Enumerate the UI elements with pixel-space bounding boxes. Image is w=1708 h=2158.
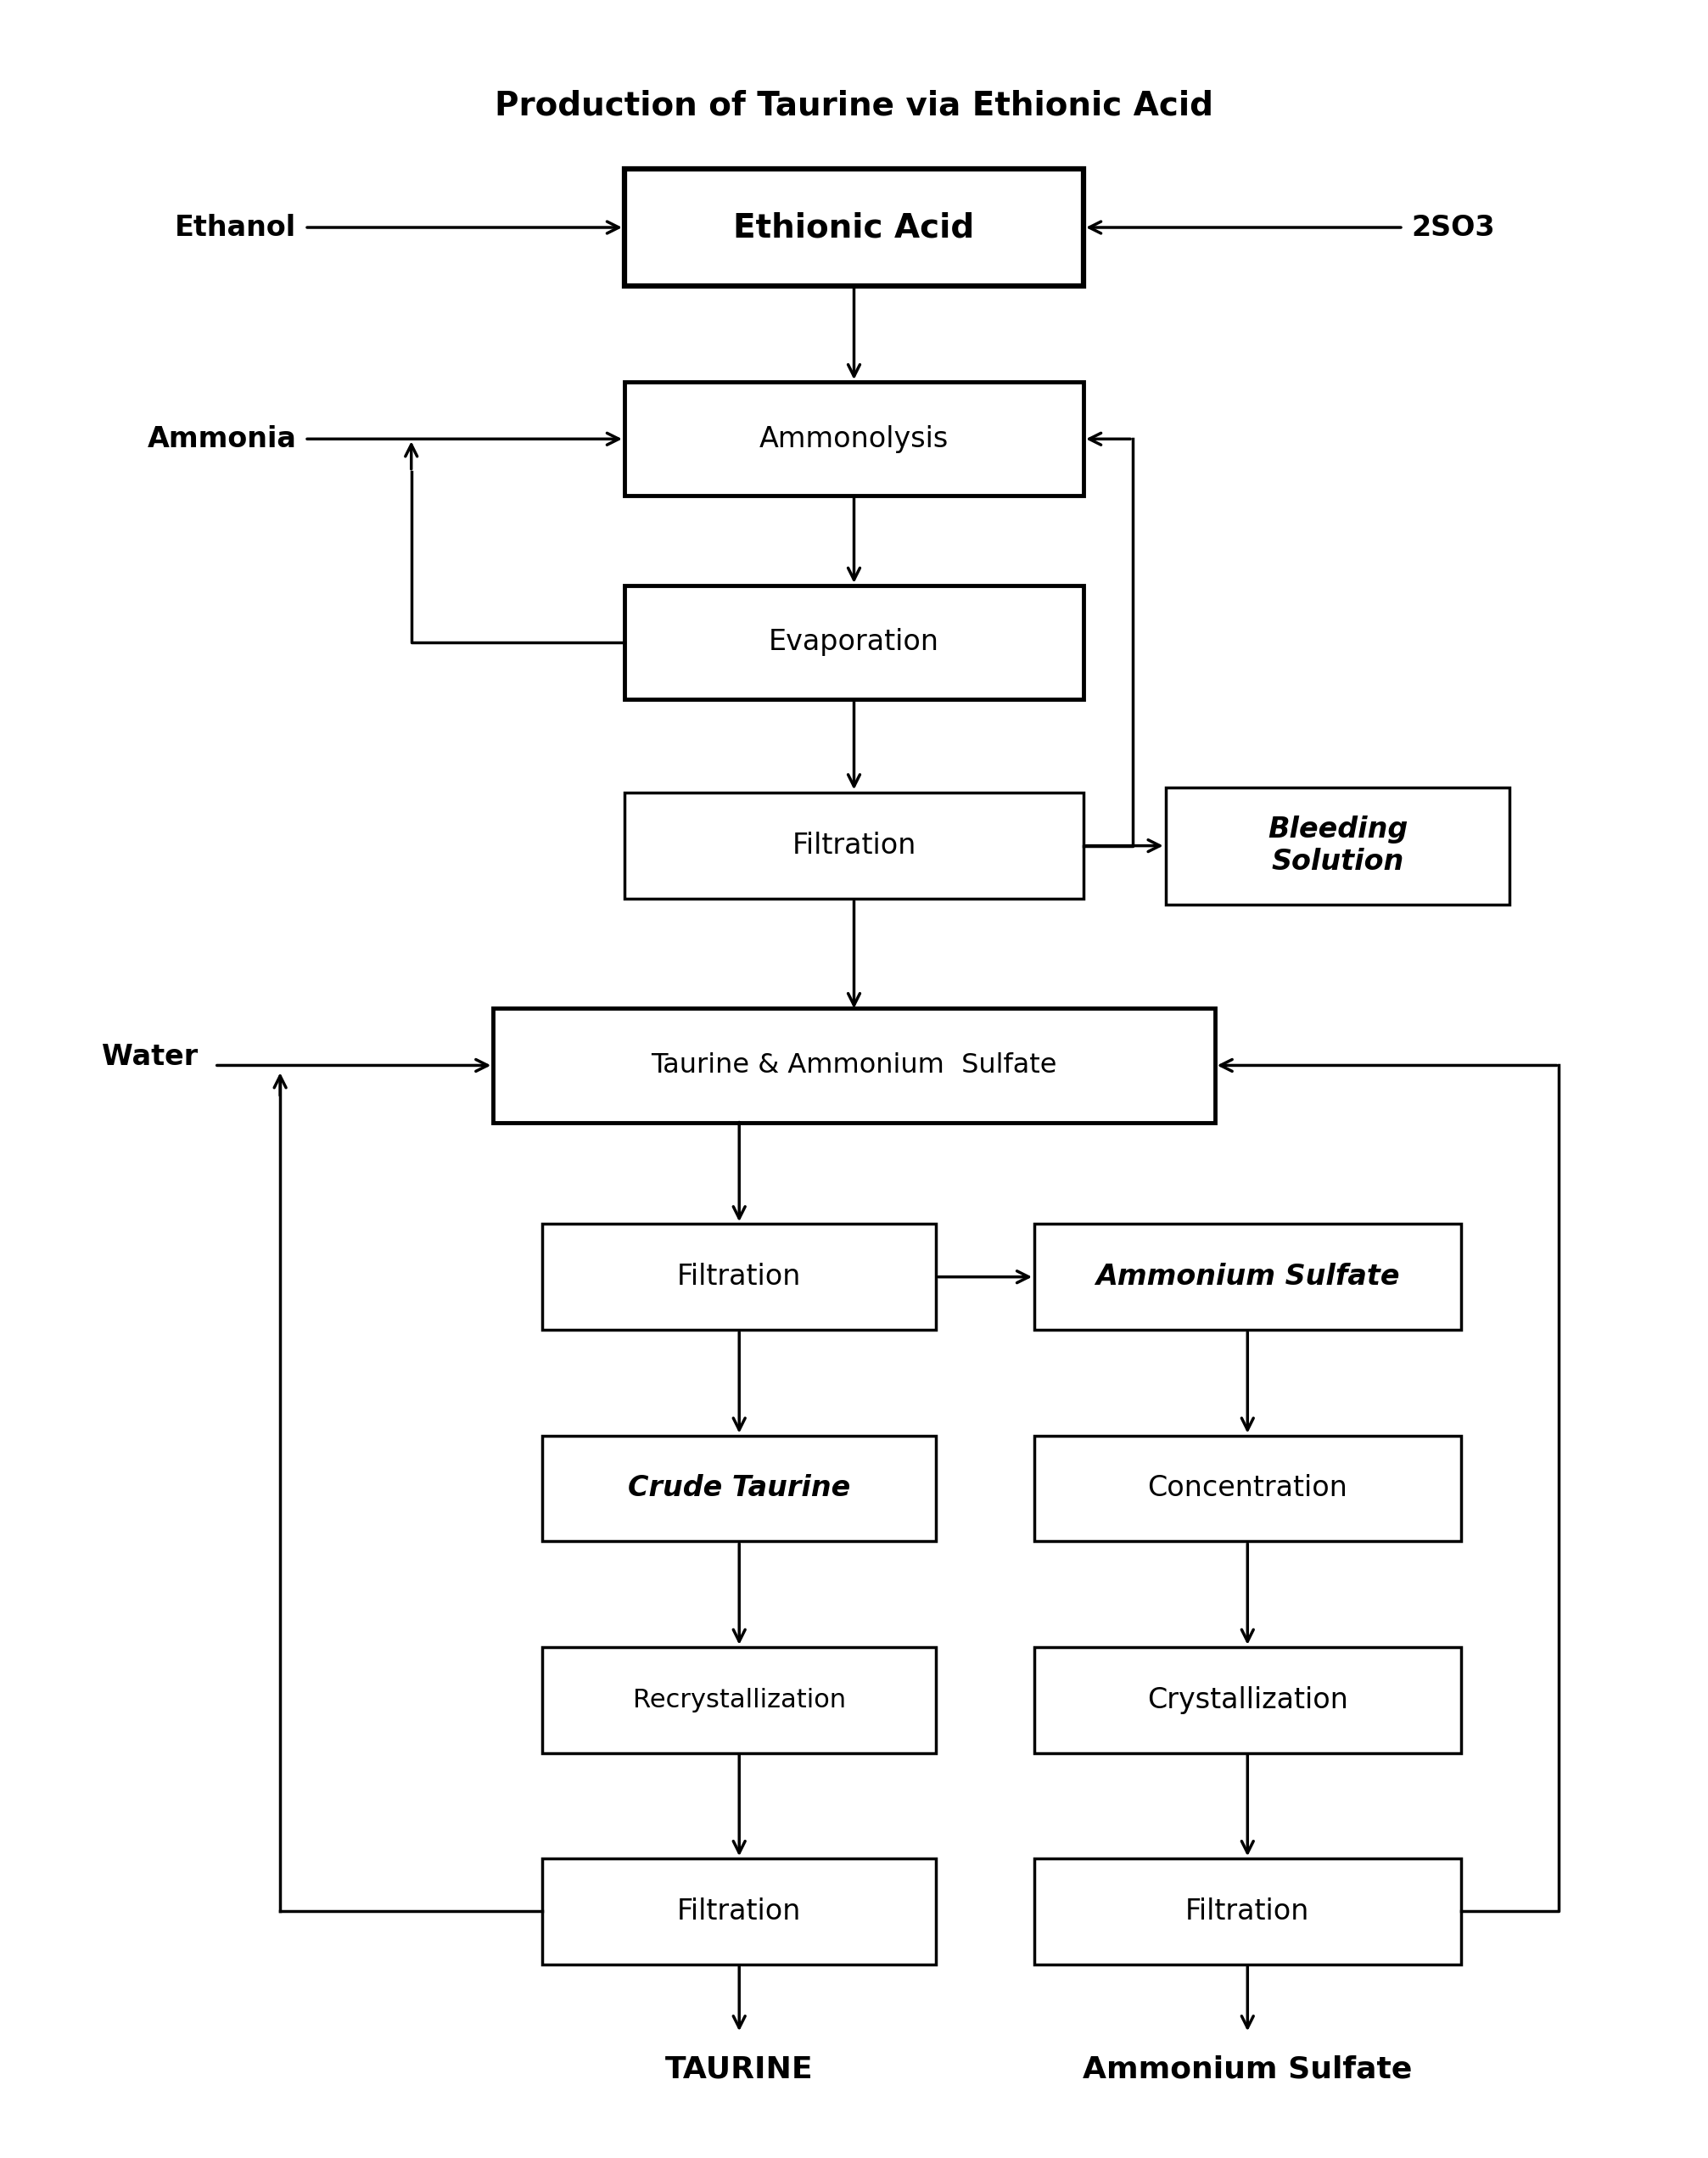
Bar	[543, 1647, 936, 1752]
Bar	[625, 792, 1083, 898]
Bar	[1035, 1858, 1460, 1964]
Text: Crystallization: Crystallization	[1148, 1685, 1348, 1713]
Bar	[1035, 1647, 1460, 1752]
Bar	[625, 382, 1083, 496]
Text: TAURINE: TAURINE	[664, 2054, 813, 2085]
Text: Bleeding
Solution: Bleeding Solution	[1267, 816, 1407, 876]
Text: Recrystallization: Recrystallization	[632, 1688, 845, 1711]
Text: Crude Taurine: Crude Taurine	[629, 1474, 851, 1502]
Bar	[1035, 1435, 1460, 1541]
Text: Ethionic Acid: Ethionic Acid	[733, 211, 975, 244]
Bar	[625, 585, 1083, 699]
Text: Filtration: Filtration	[793, 831, 915, 859]
Bar	[543, 1435, 936, 1541]
Bar	[494, 1008, 1214, 1122]
Text: Water: Water	[102, 1042, 198, 1070]
Text: Concentration: Concentration	[1148, 1474, 1348, 1502]
Bar	[543, 1858, 936, 1964]
Bar	[1165, 788, 1510, 904]
Text: Taurine & Ammonium  Sulfate: Taurine & Ammonium Sulfate	[651, 1053, 1057, 1079]
Text: Production of Taurine via Ethionic Acid: Production of Taurine via Ethionic Acid	[495, 88, 1213, 121]
Text: Filtration: Filtration	[1185, 1897, 1310, 1925]
Bar	[625, 168, 1083, 287]
Text: Evaporation: Evaporation	[769, 628, 939, 656]
Text: Ethanol: Ethanol	[174, 214, 297, 242]
Text: Filtration: Filtration	[676, 1897, 801, 1925]
Text: Ammonium Sulfate: Ammonium Sulfate	[1095, 1262, 1399, 1290]
Bar	[1035, 1224, 1460, 1329]
Text: 2SO3: 2SO3	[1411, 214, 1494, 242]
Text: Ammonium Sulfate: Ammonium Sulfate	[1083, 2054, 1413, 2085]
Text: Ammonolysis: Ammonolysis	[760, 425, 948, 453]
Text: Ammonia: Ammonia	[147, 425, 297, 453]
Bar	[543, 1224, 936, 1329]
Text: Filtration: Filtration	[676, 1262, 801, 1290]
